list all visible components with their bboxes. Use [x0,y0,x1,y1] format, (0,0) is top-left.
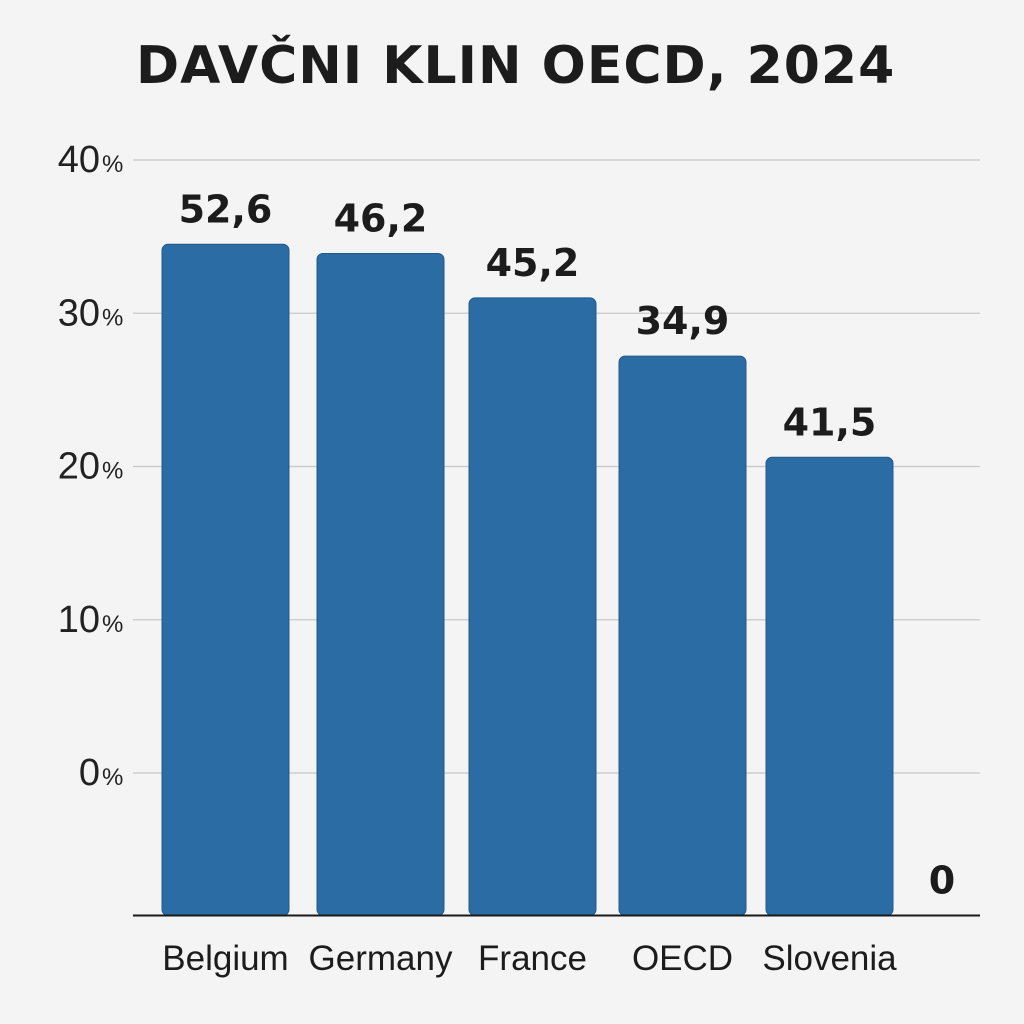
bar-belgium [161,243,290,917]
x-tick-label: France [478,939,587,978]
y-tick-label: 30 [58,292,100,334]
bar-france [468,297,597,917]
y-tick-unit: % [102,304,123,331]
x-tick-label: Germany [309,939,453,978]
data-label: 52,6 [179,187,273,231]
y-tick-unit: % [102,458,123,485]
data-label: 41,5 [783,400,877,444]
y-tick-unit: % [102,611,123,638]
data-label: 34,9 [636,299,730,343]
bar-germany [316,252,445,917]
y-axis-ticks: 40 %30 %20 %10 %0% [58,139,124,794]
y-tick-unit: % [102,764,123,791]
data-label: 0 [929,859,955,903]
data-label: 45,2 [486,241,580,285]
data-label: 46,2 [334,196,428,240]
y-tick-unit: % [102,151,123,178]
x-axis-labels: Belgium Germany France OECD Slovenia [162,939,897,978]
x-tick-label: OECD [632,939,733,978]
bars [161,243,894,917]
y-tick-label: 40 [58,139,100,181]
x-tick-label: Slovenia [762,939,897,978]
chart-title: DAVČNI KLIN OECD, 2024 [136,36,896,96]
bar-oecd [618,355,747,917]
bar-slovenia [765,456,894,917]
y-tick-label: 20 [58,446,100,488]
y-tick-label: 10 [58,599,100,641]
data-labels: 52,6 46,2 45,2 34,9 41,5 0 [179,187,956,902]
y-tick-label: 0 [79,752,100,794]
x-tick-label: Belgium [162,939,288,978]
